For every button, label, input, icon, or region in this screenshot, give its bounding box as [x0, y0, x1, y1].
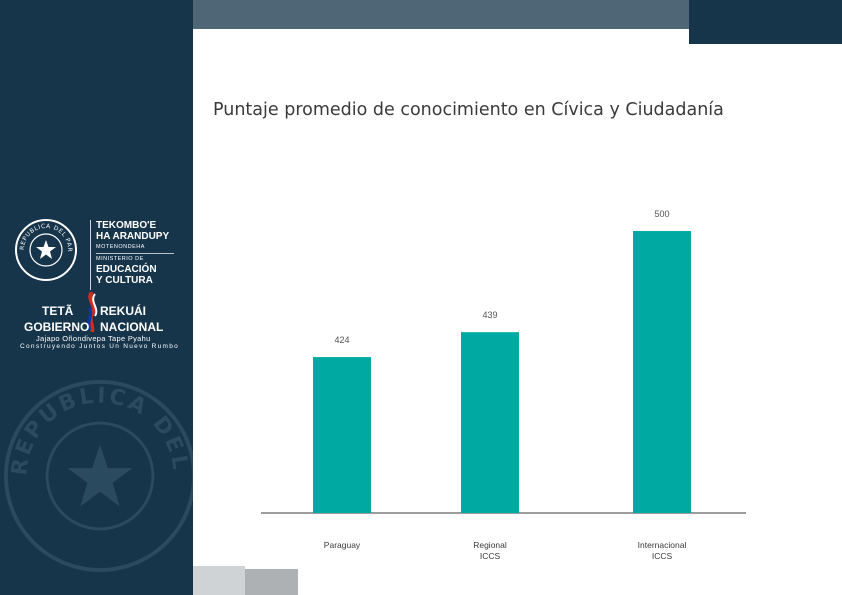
- left-panel: REPUBLICA DEL PARAGUAY: [0, 0, 193, 595]
- category-label-0: Paraguay: [324, 540, 361, 550]
- flag-ribbon-icon: [87, 292, 98, 332]
- slogan-spanish: Construyendo Juntos Un Nuevo Rumbo: [20, 343, 180, 350]
- ministry-logo: REPUBLICA DEL PARAGUAY TEKOMBO'E HA ARAN…: [0, 208, 193, 358]
- data-label-1: 439: [482, 310, 497, 320]
- slide-title: Puntaje promedio de conocimiento en Cívi…: [213, 100, 724, 120]
- data-label-0: 424: [334, 335, 349, 345]
- bar-2: [633, 231, 691, 513]
- gov-word-3: GOBIERNO: [24, 320, 90, 334]
- category-label-2: Internacional ICCS: [638, 540, 687, 561]
- bottom-bar-light: [193, 566, 245, 595]
- bar-1: [461, 332, 519, 513]
- gov-word-1: TETÃ: [42, 304, 74, 318]
- slogan-guarani: Jajapo Oñondivepa Tape Pyahu: [36, 334, 151, 343]
- ministry-line-2: HA ARANDUPY: [96, 231, 170, 242]
- bar-0: [313, 357, 371, 513]
- gov-word-2: REKUÁI: [100, 304, 147, 318]
- ministry-prefix: MINISTERIO DE: [96, 256, 144, 262]
- ministry-line-4: Y CULTURA: [96, 275, 153, 286]
- gov-word-4: NACIONAL: [100, 320, 164, 334]
- ministry-line-3: EDUCACIÓN: [96, 264, 157, 275]
- category-label-1: Regional ICCS: [473, 540, 507, 561]
- bottom-bar-gray: [245, 569, 298, 595]
- national-seal-icon: REPUBLICA DEL PARAGUAY: [14, 218, 77, 281]
- seal-watermark-icon: REPUBLICA DEL PARAGUAY: [2, 378, 193, 573]
- ministry-rule: [96, 253, 174, 254]
- data-label-2: 500: [654, 209, 669, 219]
- ministry-guarani: MOTENONDEHA: [96, 244, 145, 250]
- top-bar: [193, 0, 689, 29]
- top-right-block: [689, 0, 842, 44]
- ministry-line-1: TEKOMBO'E: [96, 220, 157, 231]
- logo-divider: [90, 220, 91, 290]
